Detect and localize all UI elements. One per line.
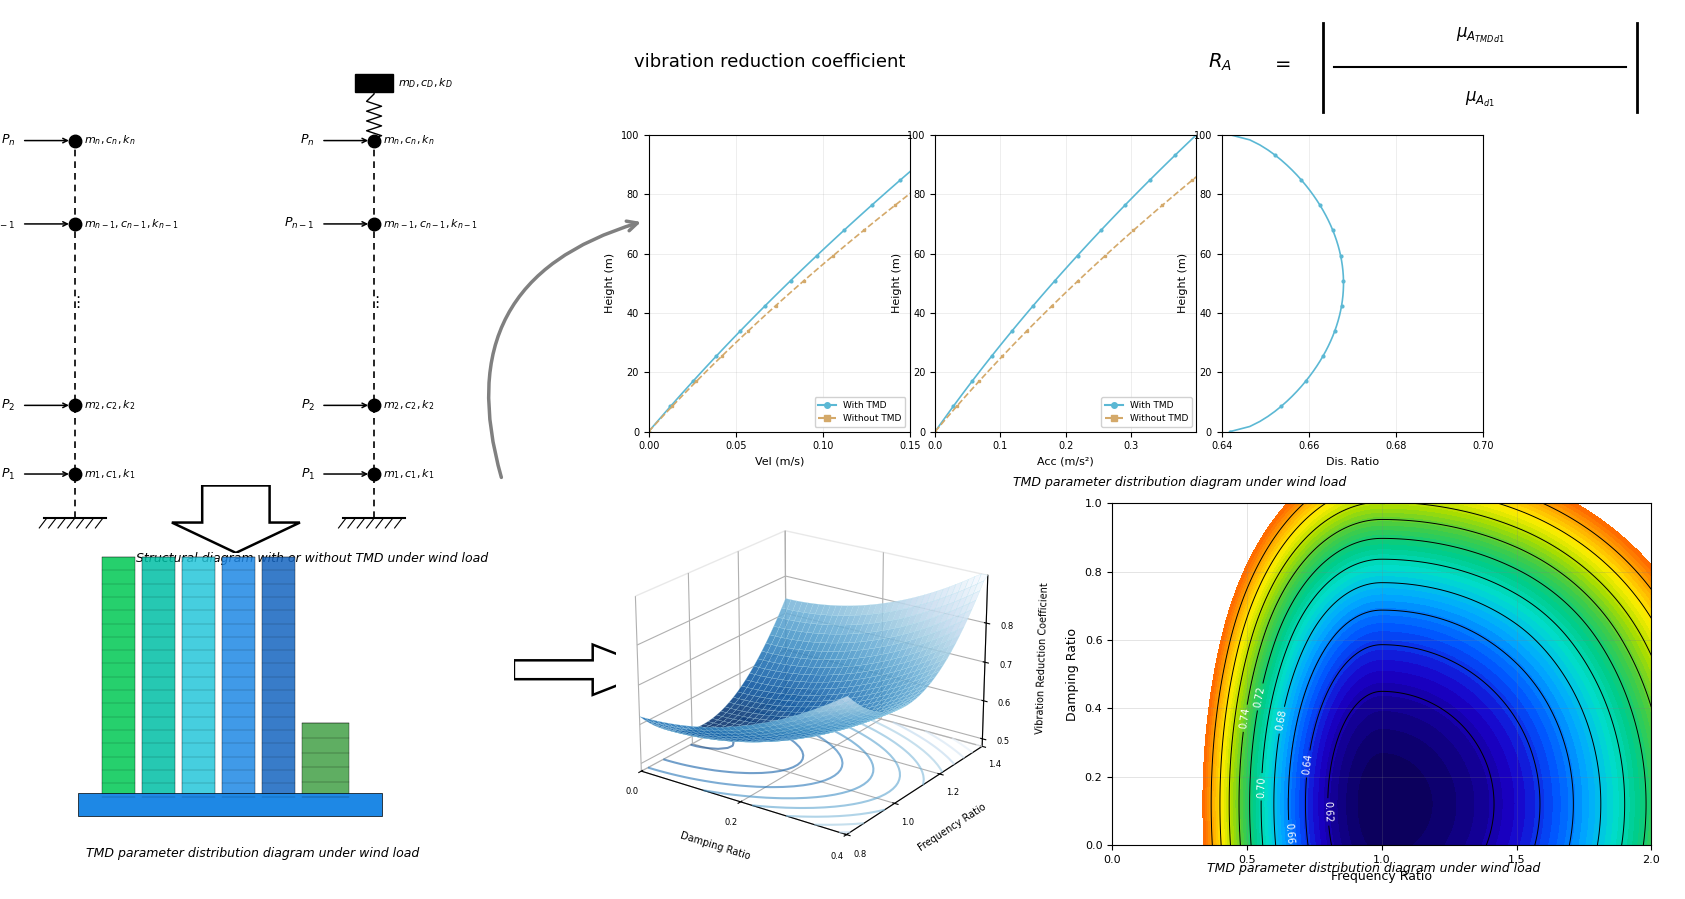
Text: $P_n$: $P_n$ <box>300 133 315 148</box>
Text: $m_{n-1}, c_{n-1}, k_{n-1}$: $m_{n-1}, c_{n-1}, k_{n-1}$ <box>384 217 479 231</box>
Text: vibration reduction coefficient: vibration reduction coefficient <box>634 53 905 72</box>
Bar <box>101 557 135 797</box>
X-axis label: Frequency Ratio: Frequency Ratio <box>1331 870 1432 884</box>
Bar <box>302 724 349 797</box>
X-axis label: Acc (m/s²): Acc (m/s²) <box>1038 457 1094 467</box>
Text: $\mu_{A_{d1}}$: $\mu_{A_{d1}}$ <box>1464 90 1495 109</box>
Text: $P_n$: $P_n$ <box>2 133 15 148</box>
Text: 0.68: 0.68 <box>1274 708 1289 732</box>
Bar <box>263 557 295 797</box>
Y-axis label: Frequency Ratio: Frequency Ratio <box>917 802 987 853</box>
Text: $m_n, c_n, k_n$: $m_n, c_n, k_n$ <box>84 134 136 147</box>
Text: $P_1$: $P_1$ <box>300 467 315 482</box>
Bar <box>142 557 175 797</box>
Text: $\vdots$: $\vdots$ <box>69 294 79 310</box>
Text: $m_2, c_2, k_2$: $m_2, c_2, k_2$ <box>84 398 135 413</box>
Text: $m_{n-1}, c_{n-1}, k_{n-1}$: $m_{n-1}, c_{n-1}, k_{n-1}$ <box>84 217 179 231</box>
Text: $P_{n-1}$: $P_{n-1}$ <box>285 217 315 231</box>
Text: $m_D, c_D, k_D$: $m_D, c_D, k_D$ <box>398 76 453 90</box>
Text: $P_1$: $P_1$ <box>2 467 15 482</box>
Text: TMD parameter distribution diagram under wind load: TMD parameter distribution diagram under… <box>1013 476 1346 489</box>
Text: $m_1, c_1, k_1$: $m_1, c_1, k_1$ <box>84 467 136 481</box>
Legend: With TMD, Without TMD: With TMD, Without TMD <box>1100 397 1191 427</box>
Bar <box>78 793 382 816</box>
Bar <box>356 75 393 92</box>
Text: TMD parameter distribution diagram under wind load: TMD parameter distribution diagram under… <box>86 847 420 859</box>
Text: 0.62: 0.62 <box>1323 801 1333 823</box>
Text: $m_n, c_n, k_n$: $m_n, c_n, k_n$ <box>384 134 435 147</box>
Text: $P_{n-1}$: $P_{n-1}$ <box>0 217 15 231</box>
Y-axis label: Damping Ratio: Damping Ratio <box>1067 628 1078 721</box>
Text: Structural diagram with or without TMD under wind load: Structural diagram with or without TMD u… <box>136 553 487 565</box>
Text: 0.70: 0.70 <box>1255 776 1267 797</box>
Text: $\vdots$: $\vdots$ <box>369 294 379 310</box>
Y-axis label: Height (m): Height (m) <box>891 254 901 313</box>
X-axis label: Vel (m/s): Vel (m/s) <box>755 457 804 467</box>
Text: TMD parameter distribution diagram under wind load: TMD parameter distribution diagram under… <box>1206 862 1540 875</box>
Polygon shape <box>514 645 657 695</box>
Text: $P_2$: $P_2$ <box>2 398 15 413</box>
Polygon shape <box>172 485 300 553</box>
Text: 0.72: 0.72 <box>1254 685 1267 708</box>
Bar <box>222 557 254 797</box>
X-axis label: Dis. Ratio: Dis. Ratio <box>1326 457 1378 467</box>
Text: 0.74: 0.74 <box>1238 707 1252 730</box>
Text: 0.66: 0.66 <box>1284 823 1296 845</box>
Text: $=$: $=$ <box>1270 53 1291 72</box>
Text: $P_2$: $P_2$ <box>300 398 315 413</box>
Text: $\mu_{A_{TMDd1}}$: $\mu_{A_{TMDd1}}$ <box>1456 26 1505 45</box>
Y-axis label: Height (m): Height (m) <box>1178 254 1188 313</box>
Text: $R_A$: $R_A$ <box>1208 52 1232 73</box>
Text: $m_2, c_2, k_2$: $m_2, c_2, k_2$ <box>384 398 435 413</box>
Text: 0.64: 0.64 <box>1301 752 1314 775</box>
Legend: With TMD, Without TMD: With TMD, Without TMD <box>814 397 905 427</box>
Bar <box>182 557 216 797</box>
FancyArrowPatch shape <box>489 221 637 477</box>
Y-axis label: Height (m): Height (m) <box>605 254 615 313</box>
Text: $m_1, c_1, k_1$: $m_1, c_1, k_1$ <box>384 467 435 481</box>
X-axis label: Damping Ratio: Damping Ratio <box>679 831 752 861</box>
